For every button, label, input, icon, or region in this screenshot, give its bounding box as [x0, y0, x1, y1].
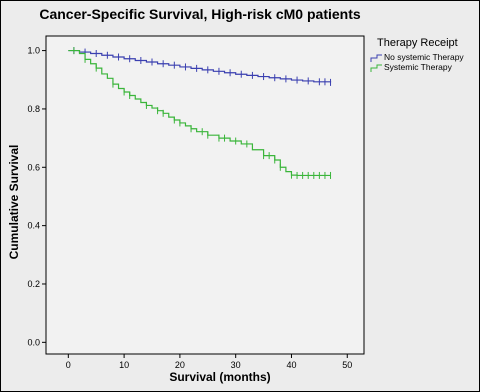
- x-tick-label: 30: [231, 360, 241, 370]
- legend-label: No systemic Therapy: [384, 52, 464, 62]
- x-tick-label: 20: [175, 360, 185, 370]
- legend-swatch: [370, 54, 382, 62]
- y-tick-label: 0.2: [27, 279, 40, 289]
- x-tick-label: 10: [119, 360, 129, 370]
- survival-curves: [68, 47, 332, 179]
- legend-title: Therapy Receipt: [377, 37, 458, 49]
- y-tick-label: 0.8: [27, 104, 40, 114]
- x-tick-label: 50: [342, 360, 352, 370]
- x-tick-label: 0: [66, 360, 71, 370]
- plot-area: [45, 35, 365, 355]
- y-tick-label: 0.0: [27, 337, 40, 347]
- chart-title: Cancer-Specific Survival, High-risk cM0 …: [39, 6, 361, 22]
- legend-label: Systemic Therapy: [384, 62, 453, 72]
- x-tick-label: 40: [286, 360, 296, 370]
- y-tick-label: 1.0: [27, 46, 40, 56]
- axes: 0 10 20 30 40 50 0.0 0.2 0.4 0.6 0.8 1.0: [27, 46, 352, 370]
- x-axis-label: Survival (months): [169, 370, 271, 384]
- y-tick-label: 0.6: [27, 162, 40, 172]
- legend-swatch: [370, 64, 382, 72]
- y-tick-label: 0.4: [27, 221, 40, 231]
- survival-line-no-systemic-therapy: [68, 49, 332, 83]
